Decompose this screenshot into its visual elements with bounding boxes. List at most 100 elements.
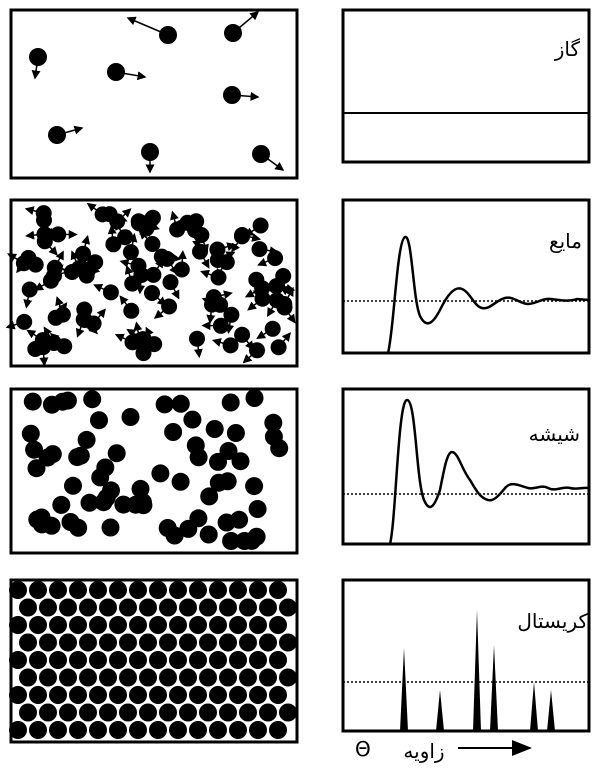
glass-row: شیشه: [9, 387, 591, 555]
velocity-arrow: [93, 283, 112, 294]
velocity-arrow: [213, 290, 233, 300]
velocity-arrow: [193, 338, 203, 359]
crystal-particle: [179, 598, 197, 617]
crystal-particle: [169, 721, 187, 739]
crystal-particle: [229, 686, 247, 704]
crystal-particle: [139, 633, 157, 652]
crystal-particle: [39, 703, 57, 722]
crystal-particle: [229, 651, 247, 669]
velocity-arrow: [225, 314, 235, 334]
glass-particle: [245, 477, 264, 496]
glass-particle: [247, 527, 266, 546]
velocity-arrow: [133, 321, 143, 341]
velocity-arrow: [199, 251, 210, 269]
crystal-particle: [209, 651, 227, 669]
liquid-row: مایع: [5, 198, 591, 368]
crystal-particle: [99, 703, 117, 722]
crystal-particle: [259, 703, 277, 722]
glass-particle: [52, 495, 71, 514]
glass-particle: [221, 393, 240, 412]
crystal-particle: [129, 651, 147, 669]
velocity-arrow: [161, 253, 182, 263]
crystal-particle: [249, 616, 267, 634]
crystal-particle: [209, 616, 227, 634]
velocity-arrow: [24, 206, 44, 216]
crystal-particle: [209, 721, 227, 739]
crystal-particle: [249, 721, 267, 739]
crystal-particle: [259, 668, 277, 687]
velocity-arrow: [31, 56, 41, 80]
velocity-arrow: [259, 246, 279, 256]
glass-particle: [114, 495, 133, 514]
crystal-particle: [109, 686, 127, 704]
velocity-arrow: [244, 287, 263, 298]
crystal-particle: [39, 633, 57, 652]
crystal-particle: [259, 633, 277, 652]
velocity-arrow: [39, 347, 49, 367]
crystal-particle: [279, 703, 297, 722]
glass-particle: [264, 427, 283, 446]
velocity-arrow: [54, 250, 64, 269]
glass-particle: [217, 513, 236, 532]
crystal-particle: [279, 598, 297, 617]
velocity-arrow: [56, 125, 84, 136]
crystal-particle: [269, 581, 287, 599]
crystal-particle: [199, 703, 217, 722]
velocity-arrow: [143, 340, 159, 354]
crystal-particle: [59, 633, 77, 652]
bragg-peak: [490, 645, 498, 731]
velocity-arrow: [86, 202, 104, 216]
glass-particle: [21, 424, 40, 443]
glass-particle: [209, 473, 228, 492]
glass-pattern-box: [341, 387, 591, 546]
crystal-particle: [159, 703, 177, 722]
crystal-particle: [39, 668, 57, 687]
bragg-peak: [530, 682, 538, 731]
velocity-arrow: [23, 289, 33, 309]
velocity-arrow: [49, 332, 65, 347]
velocity-arrow: [114, 333, 133, 343]
velocity-arrow: [138, 230, 153, 245]
crystal-particle: [239, 598, 257, 617]
glass-particle: [171, 472, 190, 491]
glass-particle: [61, 513, 80, 531]
glass-particle: [25, 440, 44, 459]
liquid-particle: [50, 226, 67, 243]
crystal-particle: [59, 668, 77, 687]
crystal-particle: [9, 581, 27, 599]
crystal-particle: [129, 581, 147, 599]
glass-particle: [199, 525, 218, 544]
glass-particle: [133, 493, 152, 512]
velocity-arrow: [217, 251, 236, 261]
velocity-arrow: [170, 210, 179, 230]
velocity-arrow: [242, 349, 258, 364]
crystal-particle: [49, 721, 67, 739]
glass-particle: [179, 519, 198, 538]
crystal-particle: [149, 686, 167, 704]
crystal-particle: [129, 616, 147, 634]
velocity-arrow: [93, 308, 106, 324]
crystal-particle: [179, 633, 197, 652]
gas-particles: [29, 11, 285, 174]
crystal-particle: [79, 633, 97, 652]
crystal-particle: [189, 616, 207, 634]
crystal-particle: [99, 633, 117, 652]
crystal-particle: [189, 721, 207, 739]
glass-particle: [171, 394, 190, 413]
crystal-particle: [209, 686, 227, 704]
glass-particle: [222, 532, 241, 550]
glass-particles: [21, 389, 289, 550]
glass-particle: [80, 493, 99, 512]
crystal-particle: [189, 651, 207, 669]
crystal-particle: [269, 616, 287, 634]
crystal-particle: [69, 581, 87, 599]
velocity-arrow: [244, 224, 262, 237]
gas-row: گاز: [9, 8, 591, 180]
crystal-particle: [249, 651, 267, 669]
crystal-particle: [239, 703, 257, 722]
crystal-particle: [19, 598, 37, 617]
crystal-particle: [109, 581, 127, 599]
bragg-peak: [436, 690, 444, 731]
crystal-particle: [169, 686, 187, 704]
velocity-arrow: [119, 295, 132, 312]
